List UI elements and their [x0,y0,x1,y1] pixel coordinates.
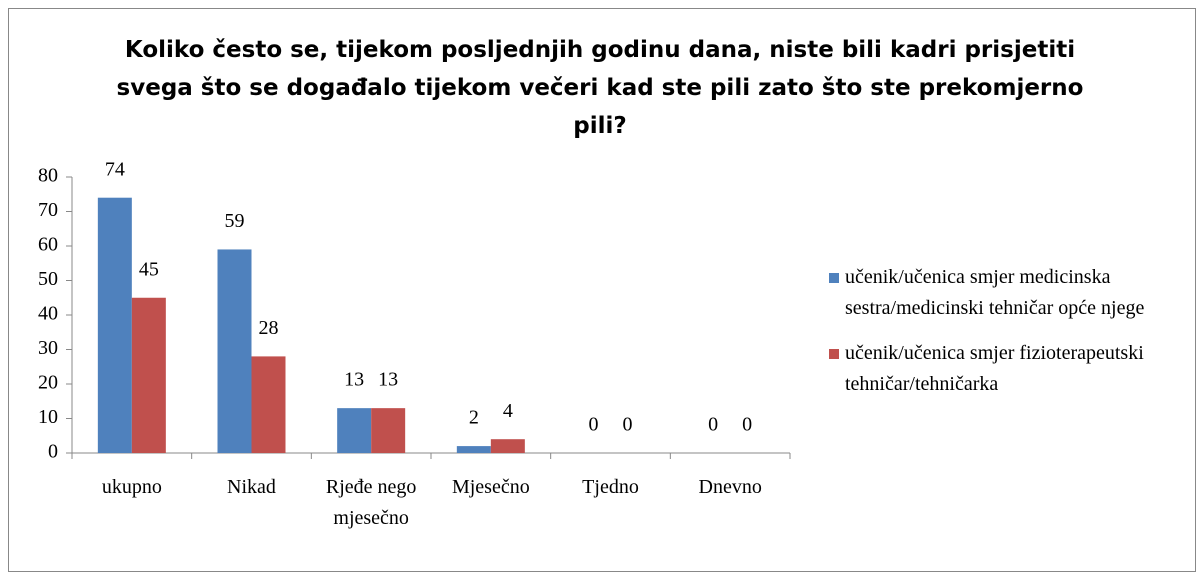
chart-border [8,8,1196,572]
bar [217,249,252,453]
y-tick-label: 10 [38,406,58,428]
legend-swatch [829,273,839,283]
chart-title: Koliko često se, tijekom posljednjih god… [117,37,1084,139]
x-tick-label: Nikad [227,476,276,498]
y-tick-label: 40 [38,303,58,325]
data-label: 45 [139,258,159,280]
x-tick-label: Mjesečno [452,476,530,498]
y-tick-label: 30 [38,337,58,359]
data-label: 0 [742,414,752,436]
x-tick-label: Tjedno [582,476,639,498]
legend-label: učenik/učenica smjer fizioterapeutski teh… [845,342,1144,395]
bar [251,356,286,453]
bar [131,297,166,453]
data-label: 0 [623,414,633,436]
data-label: 13 [378,369,398,391]
y-tick-label: 50 [38,268,58,290]
legend-swatch [829,349,839,359]
data-label: 28 [259,317,279,339]
bar [97,197,132,453]
y-tick-label: 0 [48,441,58,463]
data-label: 59 [225,210,245,232]
bar [371,408,406,453]
data-label: 2 [469,407,479,429]
x-tick-label: Rjeđe nego mjesečno [326,476,417,529]
x-tick-label: ukupno [102,476,162,498]
data-label: 74 [105,158,125,180]
y-tick-label: 80 [38,165,58,187]
bar [456,446,491,453]
y-tick-label: 70 [38,199,58,221]
bar [490,439,525,453]
data-label: 0 [589,414,599,436]
data-label: 0 [708,414,718,436]
y-tick-label: 20 [38,372,58,394]
legend-label: učenik/učenica smjer medicinska sestra/me… [845,266,1144,319]
data-label: 4 [503,400,513,422]
y-tick-label: 60 [38,234,58,256]
data-label: 13 [344,369,364,391]
bar [337,408,372,453]
x-tick-label: Dnevno [699,476,762,498]
